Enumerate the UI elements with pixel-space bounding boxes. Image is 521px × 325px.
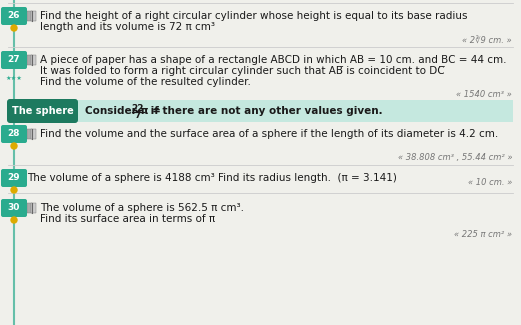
Text: It was folded to form a right circular cylinder such that AB̅ is coincident to D: It was folded to form a right circular c… (40, 66, 444, 76)
Text: Find the height of a right circular cylinder whose height is equal to its base r: Find the height of a right circular cyli… (40, 11, 467, 21)
FancyBboxPatch shape (31, 203, 36, 213)
Circle shape (11, 217, 17, 223)
FancyBboxPatch shape (1, 169, 27, 187)
Text: 7: 7 (135, 111, 141, 120)
FancyBboxPatch shape (27, 203, 32, 213)
FancyBboxPatch shape (31, 11, 36, 21)
Text: 29: 29 (8, 174, 20, 183)
FancyBboxPatch shape (27, 11, 32, 21)
FancyBboxPatch shape (1, 125, 27, 143)
FancyBboxPatch shape (27, 129, 32, 139)
Circle shape (11, 25, 17, 31)
Circle shape (11, 187, 17, 193)
Text: Find the volume and the surface area of a sphere if the length of its diameter i: Find the volume and the surface area of … (40, 129, 498, 139)
FancyBboxPatch shape (1, 7, 27, 25)
Text: 30: 30 (8, 203, 20, 213)
Text: The volume of a sphere is 562.5 π cm³.: The volume of a sphere is 562.5 π cm³. (40, 203, 244, 213)
Text: The sphere: The sphere (11, 106, 73, 116)
Text: 28: 28 (8, 129, 20, 138)
FancyBboxPatch shape (7, 99, 78, 123)
Text: ★★★: ★★★ (6, 75, 22, 81)
Text: Find its surface area in terms of π: Find its surface area in terms of π (40, 214, 215, 224)
Text: « 2∛9 cm. »: « 2∛9 cm. » (462, 36, 512, 45)
FancyBboxPatch shape (1, 51, 27, 69)
Text: « 38.808 cm³ , 55.44 cm² »: « 38.808 cm³ , 55.44 cm² » (398, 153, 512, 162)
FancyBboxPatch shape (31, 55, 36, 65)
Text: « 10 cm. »: « 10 cm. » (468, 178, 512, 187)
Circle shape (11, 143, 17, 149)
Text: Find the volume of the resulted cylinder.: Find the volume of the resulted cylinder… (40, 77, 251, 87)
Text: « 1540 cm³ »: « 1540 cm³ » (456, 90, 512, 99)
FancyBboxPatch shape (31, 129, 36, 139)
FancyBboxPatch shape (8, 100, 513, 122)
Text: 27: 27 (8, 56, 20, 64)
FancyBboxPatch shape (1, 199, 27, 217)
Text: A piece of paper has a shape of a rectangle ABCD in which AB = 10 cm. and BC = 4: A piece of paper has a shape of a rectan… (40, 55, 506, 65)
Text: The volume of a sphere is 4188 cm³ Find its radius length.  (π = 3.141): The volume of a sphere is 4188 cm³ Find … (27, 173, 397, 183)
Text: 22: 22 (132, 104, 144, 113)
FancyBboxPatch shape (27, 55, 32, 65)
Text: length and its volume is 72 π cm³: length and its volume is 72 π cm³ (40, 22, 215, 32)
Text: « 225 π cm² »: « 225 π cm² » (454, 230, 512, 239)
Text: 26: 26 (8, 11, 20, 20)
Text: Consider π =: Consider π = (85, 106, 165, 116)
Text: if there are not any other values given.: if there are not any other values given. (147, 106, 382, 116)
